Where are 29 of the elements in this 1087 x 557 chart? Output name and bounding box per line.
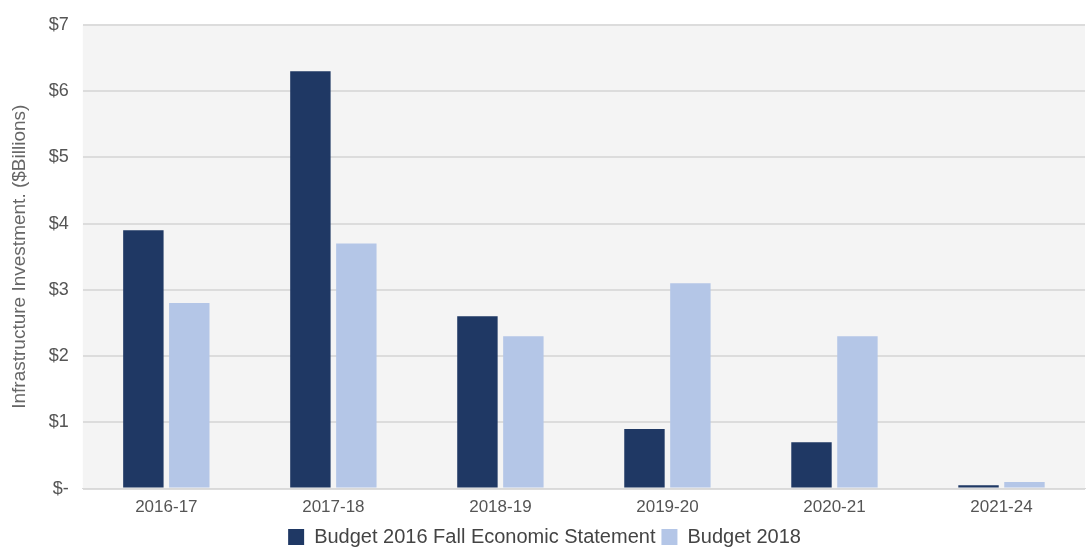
y-tick-label: $6 [48, 80, 69, 101]
y-axis-title: Infrastructure Investment. ($Billions) [7, 104, 29, 409]
y-tick-label: $1 [48, 411, 69, 432]
x-tick-label: 2018-19 [469, 497, 532, 517]
x-tick-label: 2016-17 [135, 497, 198, 517]
bar [837, 336, 878, 488]
legend-label: Budget 2018 [687, 524, 801, 547]
y-tick-label: $3 [48, 278, 69, 299]
legend-label: Budget 2016 Fall Economic Statement [314, 524, 656, 547]
bar [123, 230, 164, 488]
x-tick-label: 2021-24 [970, 497, 1033, 517]
bar [457, 316, 498, 488]
bar [503, 336, 544, 488]
y-tick-label: $- [52, 477, 69, 498]
bar [791, 442, 832, 488]
y-tick-label: $4 [48, 212, 69, 233]
x-tick-label: 2017-18 [302, 497, 365, 517]
y-tick-label: $7 [48, 13, 69, 34]
bar [169, 303, 210, 488]
bar [958, 485, 999, 488]
y-tick-label: $2 [48, 345, 69, 366]
x-tick-label: 2019-20 [636, 497, 699, 517]
bar [670, 283, 711, 488]
bar [1004, 481, 1045, 488]
x-tick-label: 2020-21 [803, 497, 866, 517]
bar [336, 243, 377, 488]
y-tick-label: $5 [48, 146, 69, 167]
bar [624, 428, 665, 488]
bar [290, 71, 331, 488]
